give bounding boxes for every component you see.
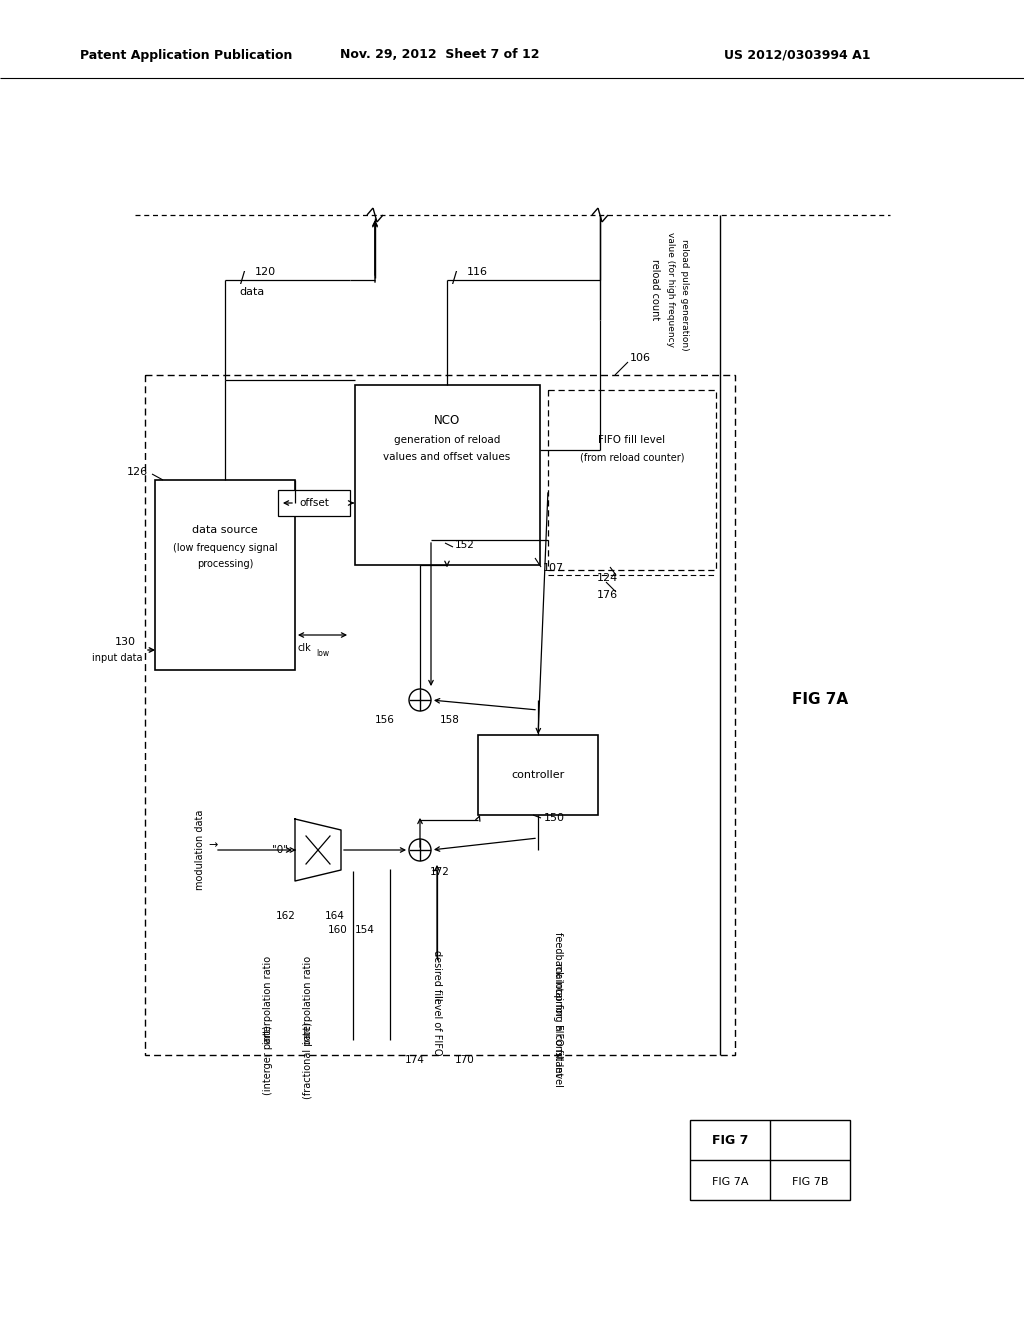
Text: 152: 152 bbox=[455, 540, 475, 550]
Bar bbox=[478, 735, 598, 814]
Text: controller: controller bbox=[511, 770, 564, 780]
Text: input data: input data bbox=[91, 653, 142, 663]
Text: FIG 7: FIG 7 bbox=[712, 1134, 749, 1147]
Bar bbox=[548, 389, 716, 570]
Text: 170: 170 bbox=[455, 1055, 475, 1065]
Text: FIG 7A: FIG 7A bbox=[712, 1177, 749, 1187]
Text: NCO: NCO bbox=[434, 413, 460, 426]
Text: processing): processing) bbox=[197, 558, 253, 569]
Text: (low frequency signal: (low frequency signal bbox=[173, 543, 278, 553]
Text: generation of reload: generation of reload bbox=[394, 436, 500, 445]
Text: (from reload counter): (from reload counter) bbox=[580, 453, 684, 463]
Bar bbox=[278, 490, 350, 516]
Bar bbox=[690, 1119, 850, 1200]
Text: data source: data source bbox=[193, 525, 258, 535]
Text: data: data bbox=[240, 286, 264, 297]
Text: FIFO fill level: FIFO fill level bbox=[553, 1023, 563, 1086]
Text: FIG 7A: FIG 7A bbox=[792, 693, 848, 708]
Text: 172: 172 bbox=[430, 867, 450, 876]
Text: 160: 160 bbox=[329, 925, 348, 935]
Text: 106: 106 bbox=[630, 352, 651, 363]
Text: (fractional part): (fractional part) bbox=[303, 1022, 313, 1098]
Text: 150: 150 bbox=[544, 813, 565, 822]
Text: /: / bbox=[453, 271, 458, 285]
Text: values and offset values: values and offset values bbox=[383, 451, 511, 462]
Text: 107: 107 bbox=[543, 564, 564, 573]
Text: reload pulse generation): reload pulse generation) bbox=[681, 239, 689, 351]
Text: (interger part): (interger part) bbox=[263, 1026, 273, 1094]
Text: 154: 154 bbox=[355, 925, 375, 935]
Text: 130: 130 bbox=[115, 638, 136, 647]
Text: level of FIFO: level of FIFO bbox=[432, 995, 442, 1055]
Text: modulation data: modulation data bbox=[195, 809, 205, 890]
Text: 120: 120 bbox=[255, 267, 276, 277]
Text: "0": "0" bbox=[272, 845, 288, 855]
Text: Nov. 29, 2012  Sheet 7 of 12: Nov. 29, 2012 Sheet 7 of 12 bbox=[340, 49, 540, 62]
Polygon shape bbox=[295, 818, 341, 880]
Text: low: low bbox=[316, 648, 329, 657]
Text: 176: 176 bbox=[597, 590, 618, 601]
Text: maintaining a constant: maintaining a constant bbox=[553, 964, 563, 1077]
Text: 156: 156 bbox=[375, 715, 395, 725]
Text: FIFO fill level: FIFO fill level bbox=[598, 436, 666, 445]
Text: clk: clk bbox=[298, 643, 311, 653]
Text: FIG 7B: FIG 7B bbox=[792, 1177, 828, 1187]
Text: feedback loop for: feedback loop for bbox=[553, 932, 563, 1018]
Bar bbox=[145, 375, 735, 1055]
Text: 164: 164 bbox=[325, 911, 345, 921]
Bar bbox=[155, 480, 295, 671]
Text: /: / bbox=[241, 271, 246, 285]
Text: 162: 162 bbox=[276, 911, 296, 921]
Text: 124: 124 bbox=[597, 573, 618, 583]
Text: →: → bbox=[208, 840, 218, 850]
Text: 158: 158 bbox=[440, 715, 460, 725]
Text: 126: 126 bbox=[127, 467, 148, 477]
Text: offset: offset bbox=[299, 498, 329, 508]
Text: interpolation ratio: interpolation ratio bbox=[303, 956, 313, 1044]
Text: value (for high frequency: value (for high frequency bbox=[666, 232, 675, 347]
Text: desired fill: desired fill bbox=[432, 949, 442, 1001]
Text: interpolation ratio: interpolation ratio bbox=[263, 956, 273, 1044]
Bar bbox=[355, 385, 540, 565]
Text: reload count: reload count bbox=[650, 259, 660, 321]
Text: 174: 174 bbox=[406, 1055, 425, 1065]
Text: 116: 116 bbox=[467, 267, 488, 277]
Text: US 2012/0303994 A1: US 2012/0303994 A1 bbox=[724, 49, 870, 62]
Text: Patent Application Publication: Patent Application Publication bbox=[80, 49, 293, 62]
